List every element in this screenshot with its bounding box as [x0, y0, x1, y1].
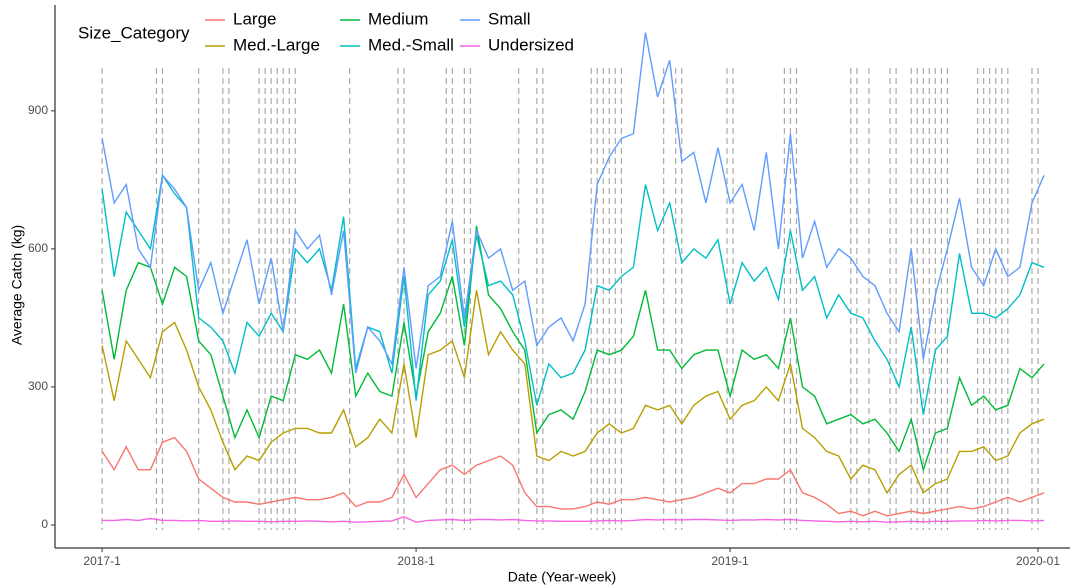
series-line	[101, 290, 1045, 495]
legend-background	[70, 4, 600, 62]
x-tick-label: 2017-1	[83, 554, 121, 568]
y-tick-label: 300	[28, 379, 48, 393]
y-tick-label: 600	[28, 241, 48, 255]
legend-label: Med.-Large	[233, 35, 320, 54]
plot-area	[101, 32, 1045, 530]
legend-label: Medium	[368, 9, 428, 28]
series-line	[101, 436, 1045, 517]
y-tick-label: 900	[28, 103, 48, 117]
legend-title: Size_Category	[78, 23, 190, 42]
series-line	[101, 32, 1045, 374]
x-tick-label: 2018-1	[397, 554, 435, 568]
series-line	[101, 225, 1045, 473]
y-tick-label: 0	[41, 517, 48, 531]
x-tick-label: 2020-01	[1016, 554, 1060, 568]
legend-label: Small	[488, 9, 531, 28]
legend-label: Large	[233, 9, 276, 28]
legend-label: Med.-Small	[368, 35, 454, 54]
x-tick-label: 2019-1	[711, 554, 749, 568]
legend-label: Undersized	[488, 35, 574, 54]
x-axis-label: Date (Year-week)	[508, 569, 616, 585]
series-line	[102, 515, 1045, 523]
series-line	[101, 173, 1045, 415]
y-axis-label: Average Catch (kg)	[9, 225, 25, 345]
legend: Size_Category Large Med.-Large Medium Med.-…	[70, 4, 600, 62]
